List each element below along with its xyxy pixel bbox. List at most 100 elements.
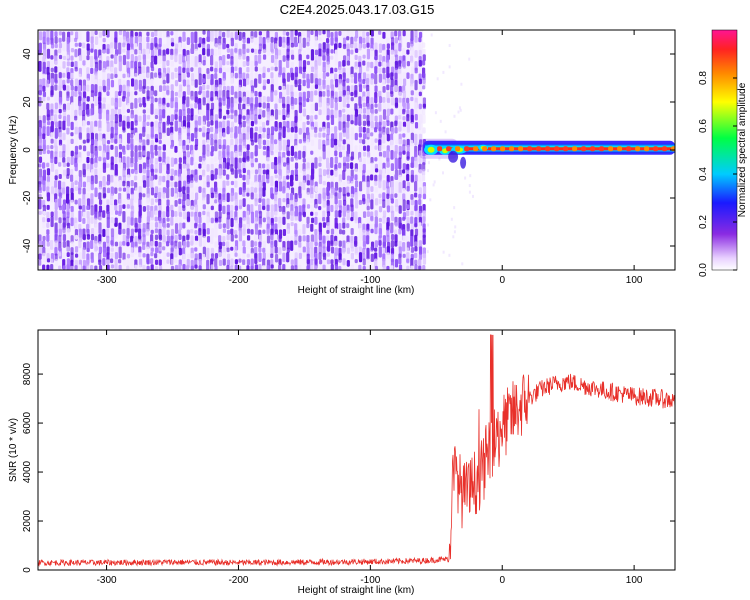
- noise-cell: [302, 223, 306, 235]
- noise-cell: [334, 138, 338, 146]
- noise-cell: [150, 247, 155, 252]
- noise-cell: [310, 241, 314, 250]
- noise-cell: [294, 145, 298, 150]
- noise-cell: [306, 97, 310, 103]
- noise-cell: [274, 169, 278, 174]
- noise-cell: [382, 109, 387, 120]
- noise-cell: [326, 48, 330, 57]
- noise-cell: [98, 168, 102, 180]
- noise-cell: [326, 252, 330, 257]
- noise-cell: [174, 264, 179, 270]
- noise-cell: [74, 115, 78, 121]
- noise-cell: [382, 168, 386, 179]
- noise-cell: [338, 222, 342, 230]
- noise-cell: [258, 31, 262, 36]
- noise-cell: [222, 96, 226, 106]
- noise-cell: [310, 126, 314, 138]
- noise-cell: [74, 66, 78, 72]
- noise-cell: [62, 42, 66, 52]
- noise-cell: [238, 205, 242, 210]
- noise-cell: [410, 114, 414, 124]
- noise-cell: [54, 60, 58, 65]
- noise-cell: [210, 205, 214, 211]
- noise-cell: [86, 151, 91, 157]
- noise-cell: [230, 144, 234, 152]
- noise-cell: [370, 162, 374, 172]
- noise-cell: [222, 31, 226, 38]
- noise-cell: [226, 241, 230, 250]
- noise-cell: [162, 72, 166, 81]
- noise-cell: [386, 222, 390, 231]
- noise-cell: [346, 97, 350, 104]
- noise-cell: [86, 55, 90, 61]
- noise-cell: [410, 126, 414, 133]
- noise-cell: [354, 54, 358, 61]
- noise-cell: [242, 240, 246, 247]
- noise-cell: [86, 205, 90, 210]
- noise-cell: [162, 211, 166, 219]
- noise-cell: [54, 96, 58, 102]
- noise-cell: [358, 162, 363, 173]
- noise-cell: [142, 168, 147, 177]
- noise-cell: [314, 157, 318, 169]
- noise-cell: [378, 246, 382, 258]
- noise-cell: [362, 43, 367, 49]
- noise-cell: [274, 126, 278, 132]
- noise-cell: [198, 258, 202, 266]
- noise-cell: [138, 97, 142, 104]
- noise-cell: [394, 37, 398, 44]
- noise-cell: [214, 199, 218, 204]
- noise-cell: [130, 60, 134, 70]
- noise-cell: [70, 90, 75, 97]
- noise-cell: [346, 139, 350, 144]
- noise-cell: [74, 234, 79, 240]
- noise-cell: [342, 132, 347, 138]
- noise-cell: [242, 174, 246, 181]
- noise-cell: [166, 60, 170, 66]
- noise-cell: [98, 199, 103, 205]
- noise-cell: [222, 252, 226, 259]
- noise-cell: [110, 186, 114, 196]
- noise-cell: [54, 247, 58, 256]
- noise-cell: [198, 228, 202, 236]
- noise-cell: [270, 253, 274, 259]
- noise-cell: [358, 235, 362, 242]
- noise-cell: [110, 240, 114, 245]
- noise-cell: [294, 216, 298, 221]
- noise-cell: [82, 187, 86, 195]
- noise-cell: [74, 180, 78, 186]
- noise-cell: [210, 48, 214, 57]
- noise-cell: [242, 187, 246, 193]
- noise-cell: [138, 157, 142, 167]
- noise-cell: [214, 30, 218, 37]
- noise-cell: [98, 216, 102, 221]
- noise-cell: [126, 198, 130, 205]
- noise-cell: [146, 169, 150, 178]
- noise-cell: [126, 108, 131, 113]
- noise-cell: [370, 138, 374, 146]
- noise-cell: [186, 174, 190, 184]
- noise-cell: [266, 235, 271, 244]
- noise-cell: [78, 109, 82, 117]
- noise-cell: [126, 49, 130, 60]
- noise-cell: [146, 36, 150, 43]
- noise-cell: [110, 162, 114, 171]
- noise-cell: [298, 192, 302, 199]
- noise-cell: [70, 37, 75, 42]
- y-tick-label: 2000: [22, 509, 33, 532]
- noise-cell: [322, 150, 326, 160]
- noise-cell: [346, 162, 350, 169]
- noise-cell: [370, 48, 374, 57]
- noise-cell: [146, 216, 150, 225]
- noise-cell: [238, 229, 243, 242]
- noise-cell: [62, 252, 66, 261]
- noise-cell: [182, 126, 186, 134]
- noise-cell: [182, 103, 186, 111]
- noise-cell: [410, 235, 414, 247]
- noise-cell: [374, 126, 378, 133]
- noise-cell: [230, 133, 234, 139]
- noise-cell: [178, 192, 182, 198]
- noise-cell: [118, 84, 123, 93]
- noise-cell: [254, 90, 258, 97]
- noise-cell: [138, 66, 142, 76]
